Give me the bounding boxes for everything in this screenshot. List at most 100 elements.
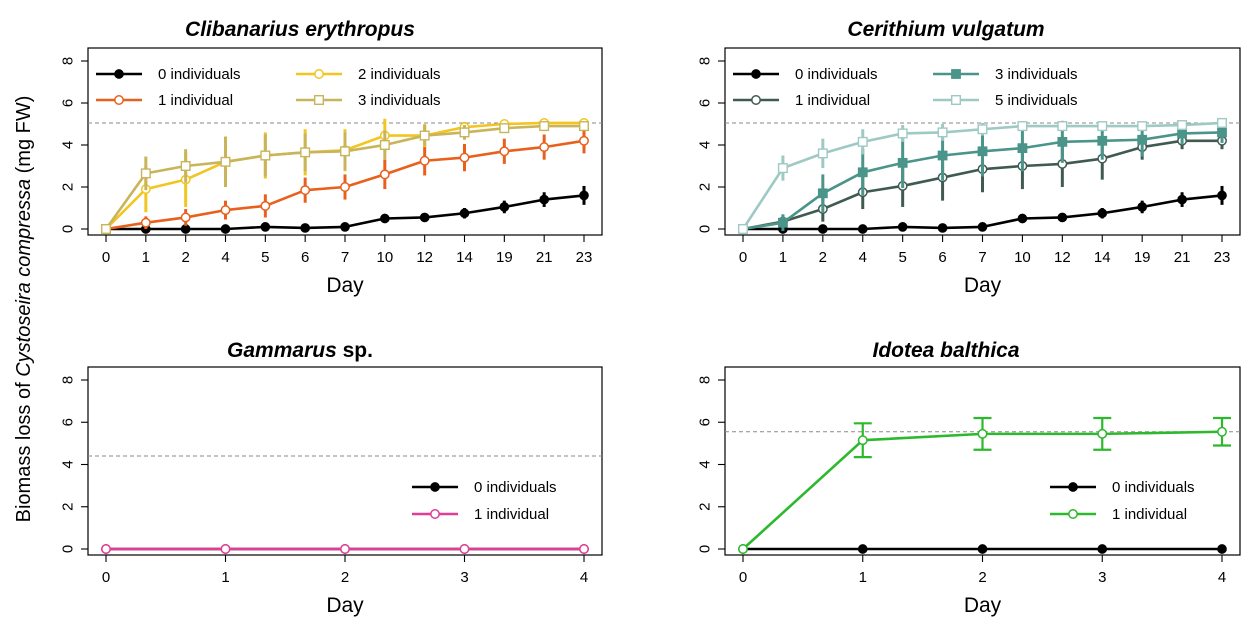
- data-point: [857, 136, 868, 147]
- y-tick-label: 8: [60, 376, 77, 384]
- data-point: [220, 156, 231, 167]
- legend-marker: [314, 94, 325, 105]
- y-tick-label: 6: [697, 418, 714, 426]
- y-tick-label: 2: [697, 183, 714, 191]
- data-point: [937, 223, 948, 233]
- legend-label: 1 individual: [474, 506, 549, 523]
- series-1: [738, 544, 1227, 554]
- data-point: [977, 124, 988, 135]
- x-tick-label: 19: [1134, 249, 1151, 266]
- x-tick-label: 14: [456, 249, 473, 266]
- legend-marker: [430, 509, 440, 519]
- data-point: [1177, 120, 1188, 131]
- data-point: [419, 155, 430, 166]
- y-axis-label-prefix: Biomass loss of: [13, 377, 35, 523]
- y-tick-label: 0: [697, 545, 714, 553]
- x-tick-label: 0: [739, 569, 747, 586]
- legend-marker: [114, 69, 124, 79]
- x-tick-label: 6: [301, 249, 309, 266]
- data-point: [459, 208, 470, 219]
- x-tick-label: 4: [1218, 569, 1226, 586]
- y-tick-label: 4: [697, 141, 714, 149]
- data-point: [937, 127, 948, 138]
- data-point: [419, 130, 430, 141]
- data-point: [300, 147, 311, 158]
- data-point: [340, 146, 351, 157]
- data-point: [937, 150, 948, 161]
- x-tick-label: 0: [102, 249, 110, 266]
- data-point: [539, 194, 550, 205]
- series-2: [101, 544, 589, 554]
- data-point: [1057, 136, 1068, 147]
- data-point: [857, 544, 868, 554]
- data-point: [459, 544, 470, 554]
- x-tick-label: 2: [819, 249, 827, 266]
- x-tick-label: 12: [1054, 249, 1071, 266]
- data-point: [1177, 128, 1187, 139]
- data-point: [579, 135, 589, 146]
- y-tick-label: 8: [60, 57, 77, 65]
- y-tick-label: 6: [60, 99, 77, 107]
- data-point: [817, 188, 828, 199]
- data-point: [857, 224, 868, 234]
- legend-label: 1 individual: [158, 92, 233, 109]
- panel-title-suffix: sp.: [337, 339, 373, 362]
- data-point: [1017, 143, 1028, 154]
- series-2: [101, 128, 589, 234]
- y-axis-label-species: Cystoseira compressa: [13, 179, 35, 377]
- y-tick-label: 6: [697, 99, 714, 107]
- data-point: [499, 202, 510, 212]
- data-point: [539, 121, 550, 132]
- data-point: [340, 544, 350, 554]
- data-point: [817, 148, 828, 159]
- data-point: [379, 169, 390, 180]
- data-point: [419, 212, 430, 223]
- data-point: [140, 217, 151, 228]
- data-point: [379, 139, 390, 150]
- data-point: [1057, 212, 1068, 223]
- data-point: [777, 163, 788, 174]
- x-tick-label: 7: [341, 249, 349, 266]
- x-tick-label: 1: [221, 569, 229, 586]
- legend-label: 3 individuals: [995, 66, 1078, 83]
- panel-title: Idotea balthica: [872, 339, 1019, 362]
- x-tick-label: 5: [261, 249, 269, 266]
- series-3: [738, 120, 1227, 234]
- x-tick-label: 7: [978, 249, 986, 266]
- data-point: [340, 182, 350, 192]
- x-tick-label: 2: [341, 569, 349, 586]
- legend: 0 individuals 1 individual: [412, 479, 557, 523]
- legend-marker: [1068, 482, 1078, 492]
- data-point: [1097, 121, 1108, 132]
- data-point: [897, 128, 908, 139]
- legend-marker: [430, 482, 440, 492]
- data-point: [260, 222, 271, 232]
- plot-frame: [724, 366, 1241, 556]
- legend-label: 1 individual: [795, 92, 870, 109]
- legend-label: 1 individual: [1112, 506, 1187, 523]
- data-point: [738, 223, 749, 234]
- x-tick-label: 23: [576, 249, 593, 266]
- data-point: [857, 167, 868, 178]
- data-point: [459, 152, 470, 163]
- data-point: [579, 544, 589, 554]
- data-point: [1097, 208, 1108, 219]
- data-point: [100, 223, 111, 234]
- data-point: [977, 146, 988, 157]
- data-point: [140, 168, 151, 179]
- series-2: [738, 416, 1231, 554]
- x-axis-label: Day: [326, 274, 364, 297]
- data-point: [300, 223, 311, 233]
- series-4: [738, 117, 1227, 234]
- data-point: [340, 222, 350, 232]
- data-point: [738, 544, 748, 554]
- data-point: [817, 224, 828, 234]
- x-tick-label: 1: [859, 569, 867, 586]
- data-point: [857, 435, 868, 446]
- data-point: [220, 544, 231, 554]
- series-1: [101, 185, 589, 234]
- x-tick-label: 2: [181, 249, 189, 266]
- data-point: [1137, 121, 1148, 132]
